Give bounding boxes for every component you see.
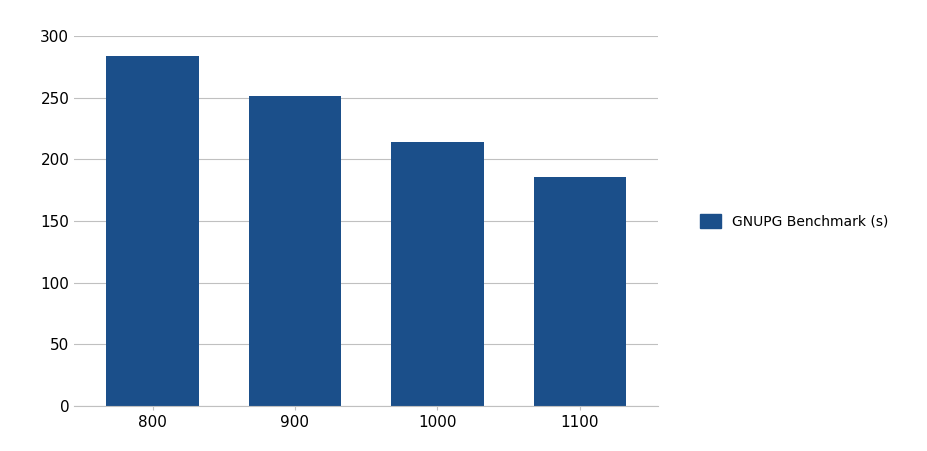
Legend: GNUPG Benchmark (s): GNUPG Benchmark (s) (694, 208, 894, 234)
Bar (391, 142, 484, 406)
Bar (107, 56, 198, 406)
Bar (534, 177, 626, 406)
Bar (248, 97, 341, 406)
